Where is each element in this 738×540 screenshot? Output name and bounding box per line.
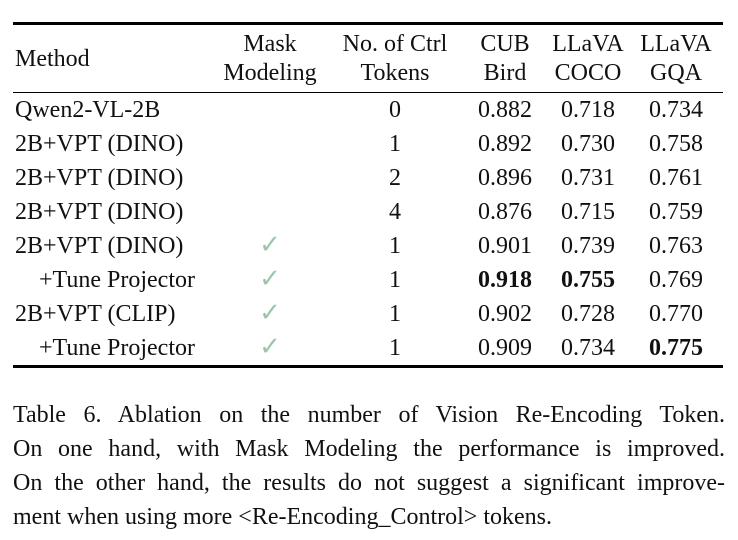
table-row: 2B+VPT (DINO) 4 0.876 0.715 0.759 xyxy=(13,195,723,229)
llava-gqa-cell: 0.759 xyxy=(649,198,703,225)
llava-coco-cell: 0.718 xyxy=(561,96,615,123)
method-cell: 2B+VPT (DINO) xyxy=(15,164,184,191)
llava-gqa-cell: 0.758 xyxy=(649,130,703,157)
cub-bird-cell: 0.892 xyxy=(478,130,532,157)
method-cell: +Tune Projector xyxy=(39,266,195,293)
column-header-llava-coco: LLaVA COCO xyxy=(547,23,629,93)
header-line: LLaVA xyxy=(640,31,712,57)
llava-coco-cell: 0.715 xyxy=(561,198,615,225)
cub-bird-cell: 0.902 xyxy=(478,300,532,327)
mask-modeling-cell: ✓ xyxy=(213,331,327,367)
checkmark-icon: ✓ xyxy=(259,264,281,293)
header-line: Mask xyxy=(243,31,297,57)
method-cell: 2B+VPT (CLIP) xyxy=(15,300,176,327)
mask-modeling-cell: ✓ xyxy=(213,263,327,297)
llava-coco-cell: 0.730 xyxy=(561,130,615,157)
column-header-ctrl-tokens: No. of Ctrl Tokens xyxy=(327,23,463,93)
method-cell: 2B+VPT (DINO) xyxy=(15,198,184,225)
header-row: Method Mask Modeling No. of Ctrl Tokens … xyxy=(13,23,723,93)
method-cell: 2B+VPT (DINO) xyxy=(15,130,184,157)
caption-line: On one hand, with Mask Modeling the perf… xyxy=(13,436,725,462)
ctrl-tokens-cell: 1 xyxy=(389,266,401,293)
ctrl-tokens-cell: 1 xyxy=(389,334,401,361)
table-row: 2B+VPT (CLIP) ✓ 1 0.902 0.728 0.770 xyxy=(13,297,723,331)
table-header: Method Mask Modeling No. of Ctrl Tokens … xyxy=(13,23,723,93)
cub-bird-cell: 0.918 xyxy=(478,266,532,293)
llava-gqa-cell: 0.761 xyxy=(649,164,703,191)
llava-coco-cell: 0.731 xyxy=(561,164,615,191)
method-cell: Qwen2-VL-2B xyxy=(15,96,161,123)
method-cell: +Tune Projector xyxy=(39,334,195,361)
table-row: Qwen2-VL-2B 0 0.882 0.718 0.734 xyxy=(13,93,723,128)
ctrl-tokens-cell: 0 xyxy=(389,96,401,123)
cub-bird-cell: 0.876 xyxy=(478,198,532,225)
ctrl-tokens-cell: 2 xyxy=(389,164,401,191)
ctrl-tokens-cell: 1 xyxy=(389,300,401,327)
table-caption: Table 6. Ablation on the number of Visio… xyxy=(13,398,725,534)
column-header-cub-bird: CUB Bird xyxy=(463,23,547,93)
header-line: Tokens xyxy=(360,60,430,86)
caption-line: ment when using more <Re-Encoding_Contro… xyxy=(13,504,552,530)
header-line: GQA xyxy=(650,60,702,86)
header-line: LLaVA xyxy=(552,31,624,57)
cub-bird-cell: 0.896 xyxy=(478,164,532,191)
header-line: Bird xyxy=(483,60,527,86)
header-line: No. of Ctrl xyxy=(342,31,448,57)
checkmark-icon: ✓ xyxy=(259,332,281,361)
llava-gqa-cell: 0.763 xyxy=(649,232,703,259)
mask-modeling-cell xyxy=(213,195,327,229)
llava-gqa-cell: 0.769 xyxy=(649,266,703,293)
mask-modeling-cell xyxy=(213,127,327,161)
caption-line: Table 6. Ablation on the number of Visio… xyxy=(13,402,725,428)
llava-coco-cell: 0.734 xyxy=(561,334,615,361)
llava-coco-cell: 0.755 xyxy=(561,266,615,293)
table-body: Qwen2-VL-2B 0 0.882 0.718 0.734 2B+VPT (DINO)… xyxy=(13,93,723,367)
llava-gqa-cell: 0.734 xyxy=(649,96,703,123)
cub-bird-cell: 0.901 xyxy=(478,232,532,259)
mask-modeling-cell: ✓ xyxy=(213,229,327,263)
header-line: Modeling xyxy=(223,60,317,86)
results-table: Method Mask Modeling No. of Ctrl Tokens … xyxy=(13,22,723,368)
column-header-llava-gqa: LLaVA GQA xyxy=(629,23,723,93)
llava-coco-cell: 0.728 xyxy=(561,300,615,327)
mask-modeling-cell xyxy=(213,93,327,128)
table-row: +Tune Projector ✓ 1 0.909 0.734 0.775 xyxy=(13,331,723,367)
column-header-method: Method xyxy=(13,23,213,93)
cub-bird-cell: 0.882 xyxy=(478,96,532,123)
ctrl-tokens-cell: 1 xyxy=(389,232,401,259)
header-line: CUB xyxy=(480,31,530,57)
caption-line: On the other hand, the results do not su… xyxy=(13,470,725,496)
mask-modeling-cell xyxy=(213,161,327,195)
llava-gqa-cell: 0.770 xyxy=(649,300,703,327)
checkmark-icon: ✓ xyxy=(259,298,281,327)
ctrl-tokens-cell: 4 xyxy=(389,198,401,225)
table-row: 2B+VPT (DINO) ✓ 1 0.901 0.739 0.763 xyxy=(13,229,723,263)
table-row: +Tune Projector ✓ 1 0.918 0.755 0.769 xyxy=(13,263,723,297)
checkmark-icon: ✓ xyxy=(259,230,281,259)
llava-gqa-cell: 0.775 xyxy=(649,334,703,361)
column-header-mask-modeling: Mask Modeling xyxy=(213,23,327,93)
header-line: COCO xyxy=(554,60,622,86)
table-row: 2B+VPT (DINO) 1 0.892 0.730 0.758 xyxy=(13,127,723,161)
method-cell: 2B+VPT (DINO) xyxy=(15,232,184,259)
ctrl-tokens-cell: 1 xyxy=(389,130,401,157)
table-row: 2B+VPT (DINO) 2 0.896 0.731 0.761 xyxy=(13,161,723,195)
mask-modeling-cell: ✓ xyxy=(213,297,327,331)
llava-coco-cell: 0.739 xyxy=(561,232,615,259)
cub-bird-cell: 0.909 xyxy=(478,334,532,361)
